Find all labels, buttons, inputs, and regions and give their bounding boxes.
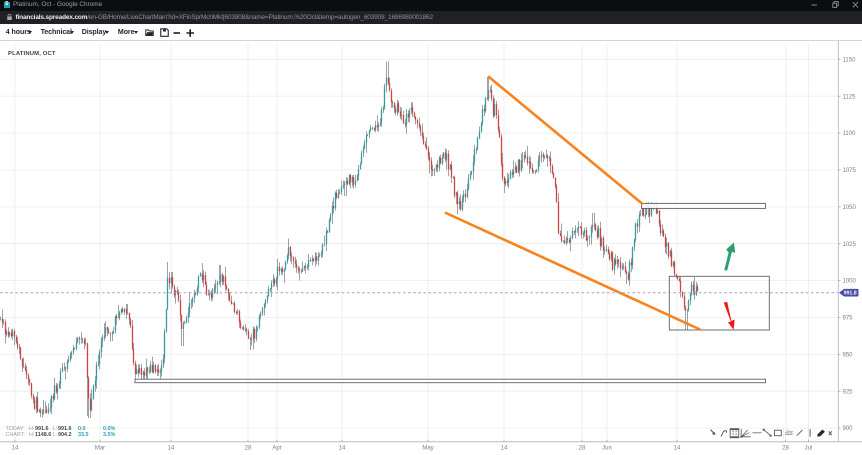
svg-text:14: 14 <box>674 446 681 452</box>
svg-text:TODAY:: TODAY: <box>6 426 25 432</box>
svg-text:28: 28 <box>782 446 789 452</box>
svg-text:1025: 1025 <box>843 242 857 248</box>
svg-text:L:: L: <box>53 432 58 438</box>
svg-text:Jul: Jul <box>805 446 813 452</box>
svg-text:CHART:: CHART: <box>6 432 25 438</box>
svg-text:950: 950 <box>843 353 854 359</box>
svg-text:1050: 1050 <box>843 205 857 211</box>
svg-text:28: 28 <box>245 446 252 452</box>
svg-text:1000: 1000 <box>843 279 857 285</box>
svg-text:14: 14 <box>339 446 346 452</box>
svg-text:Jun: Jun <box>602 446 612 452</box>
svg-text:925: 925 <box>843 389 854 395</box>
svg-text:975: 975 <box>843 316 854 322</box>
svg-text:1148.6: 1148.6 <box>35 432 51 438</box>
svg-text:14: 14 <box>12 446 19 452</box>
svg-text:1100: 1100 <box>843 131 857 137</box>
svg-text:Mar: Mar <box>95 446 105 452</box>
svg-text:0.0: 0.0 <box>78 426 86 432</box>
svg-text:1150: 1150 <box>843 57 857 63</box>
svg-text:H:: H: <box>29 426 34 432</box>
svg-text:1125: 1125 <box>843 94 857 100</box>
svg-text:H:: H: <box>29 432 34 438</box>
svg-text:L:: L: <box>53 426 58 432</box>
svg-text:991.8: 991.8 <box>844 291 857 297</box>
svg-text:33.5: 33.5 <box>78 432 89 438</box>
svg-text:0.0%: 0.0% <box>103 426 115 432</box>
svg-text:PLATINUM, OCT: PLATINUM, OCT <box>8 51 56 57</box>
svg-text:900: 900 <box>843 426 854 432</box>
svg-text:28: 28 <box>579 446 586 452</box>
svg-text:991.6: 991.6 <box>58 426 72 432</box>
svg-text:May: May <box>422 446 433 452</box>
svg-text:14: 14 <box>168 446 175 452</box>
svg-text:904.2: 904.2 <box>58 432 72 438</box>
svg-text:991.6: 991.6 <box>35 426 49 432</box>
svg-text:Apr: Apr <box>272 446 281 452</box>
svg-text:14: 14 <box>501 446 508 452</box>
svg-text:Abc: Abc <box>784 430 794 435</box>
svg-text:1075: 1075 <box>843 168 857 174</box>
svg-text:3.5%: 3.5% <box>103 432 115 438</box>
